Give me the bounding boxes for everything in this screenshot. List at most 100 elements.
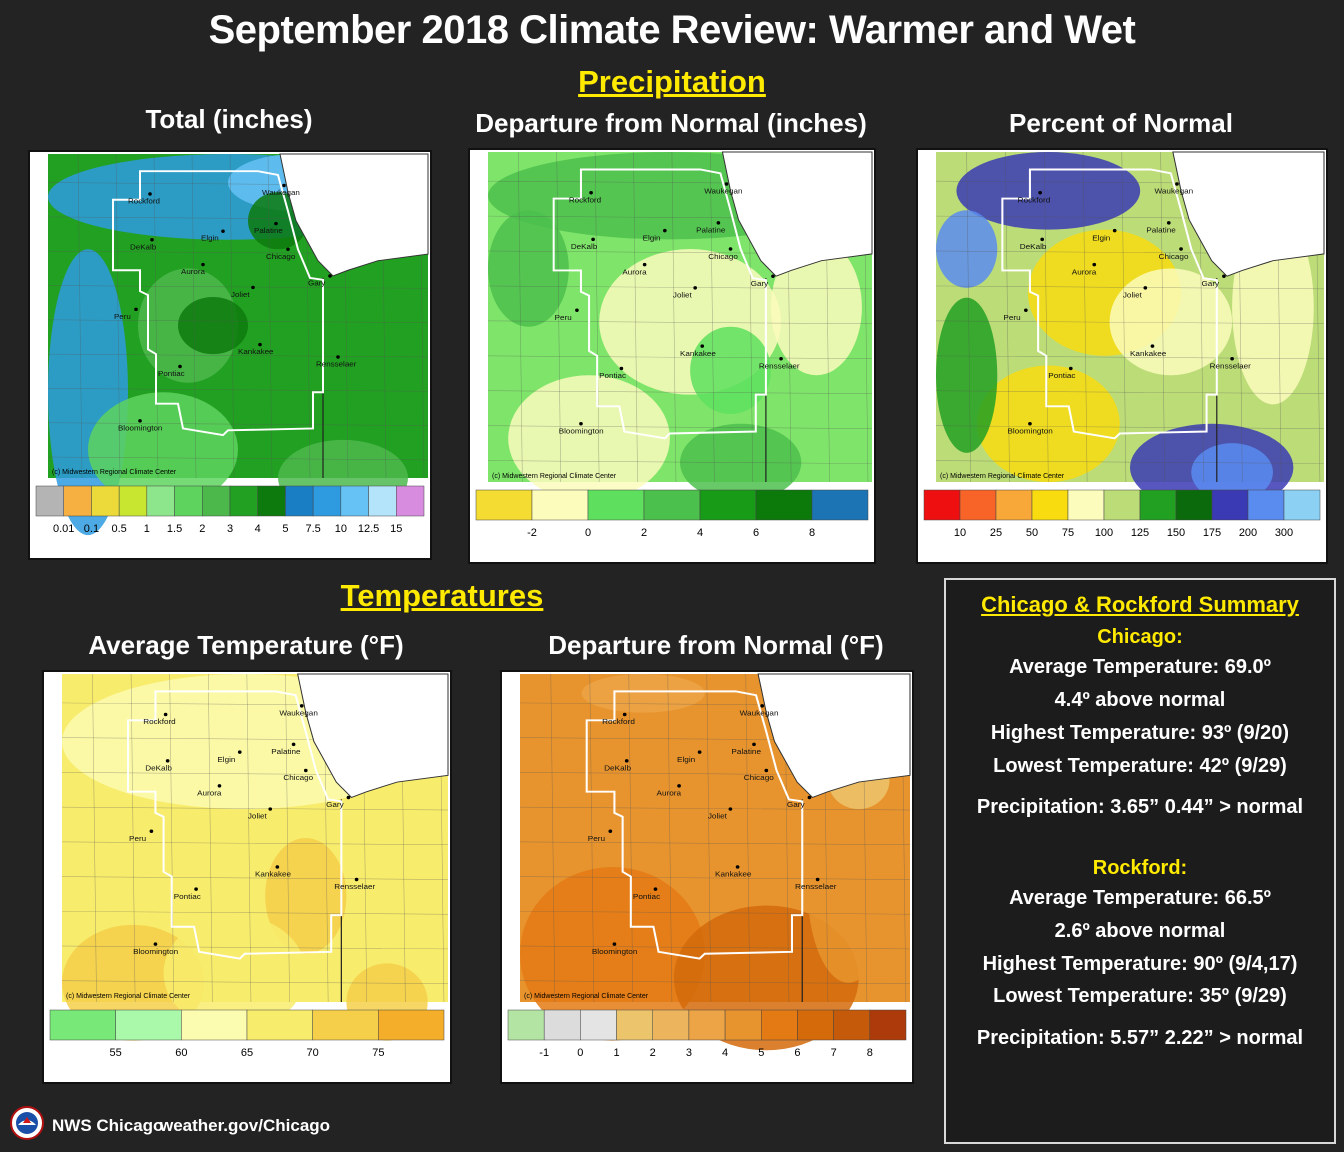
city-dot: [134, 307, 138, 312]
colorbar-tick-label: 100: [1095, 527, 1113, 539]
colorbar-tick-label: 300: [1275, 527, 1293, 539]
colorbar-tick-label: 1.5: [167, 523, 182, 535]
city-label: Kankakee: [238, 347, 274, 356]
summary-box: Chicago & Rockford Summary Chicago: Aver…: [944, 578, 1336, 1144]
city-dot: [1166, 221, 1171, 225]
avg-temp-label: Average Temperature (°F): [88, 630, 404, 660]
city-dot: [1143, 286, 1148, 290]
city-dot: [178, 364, 182, 369]
city-dot: [1222, 274, 1226, 278]
city-label: Rockford: [569, 196, 601, 205]
city-dot: [299, 704, 304, 708]
city-label: Waukegan: [1155, 187, 1194, 196]
city-dot: [1092, 262, 1097, 267]
city-dot: [1150, 344, 1155, 348]
city-label: Bloomington: [1007, 427, 1052, 436]
city-dot: [760, 704, 765, 708]
city-dot: [779, 356, 783, 361]
city-label: Joliet: [231, 290, 250, 299]
city-label: Bloomington: [592, 947, 638, 956]
city-label: Peru: [114, 312, 131, 321]
city-dot: [700, 344, 705, 348]
footer-url[interactable]: weather.gov/Chicago: [160, 1116, 331, 1135]
colorbar-tick-label: 3: [227, 523, 233, 535]
city-dot: [153, 942, 158, 946]
city-dot: [622, 712, 627, 717]
city-dot: [1230, 356, 1234, 361]
city-dot: [624, 759, 629, 763]
city-label: Rensselaer: [316, 360, 357, 369]
city-label: Palatine: [254, 226, 283, 235]
colorbar-swatch: [1103, 489, 1141, 521]
colorbar-swatch: [761, 1009, 798, 1041]
city-dot: [346, 795, 351, 800]
summary-header: Chicago & Rockford Summary: [981, 592, 1299, 617]
colorbar-tick-label: 4: [722, 1047, 728, 1059]
city-label: Kankakee: [680, 349, 716, 358]
city-label: Waukegan: [262, 188, 300, 197]
colorbar-swatch: [118, 485, 148, 517]
city-dot: [328, 274, 332, 278]
city-dot: [612, 942, 617, 946]
colorbar-swatch: [1067, 489, 1105, 521]
page-title: September 2018 Climate Review: Warmer an…: [208, 8, 1136, 52]
city-dot: [268, 807, 273, 811]
precip-departure-label: Departure from Normal (inches): [475, 108, 867, 138]
colorbar-tick-label: 8: [809, 527, 815, 539]
city-dot: [764, 768, 769, 773]
map-area: Waukegan Rockford Palatine Elgin DeKalb Chica…: [61, 673, 449, 1041]
temp-departure-map: Waukegan Rockford Palatine Elgin DeKalb Chica…: [500, 670, 914, 1084]
city-dot: [286, 247, 290, 252]
colorbar-swatch: [1211, 489, 1249, 521]
colorbar-swatch: [1283, 489, 1321, 521]
precipitation-heading: Precipitation: [578, 64, 766, 99]
colorbar-tick-label: 0.1: [84, 523, 99, 535]
avg-temp-map: Waukegan Rockford Palatine Elgin DeKalb Chica…: [42, 670, 452, 1084]
city-dot: [1028, 422, 1032, 426]
colorbar-swatch: [312, 485, 342, 517]
city-dot: [1112, 228, 1117, 233]
colorbar-tick-label: -2: [527, 527, 537, 539]
footer-office: NWS Chicago: [52, 1116, 164, 1135]
colorbar-tick-label: 150: [1167, 527, 1185, 539]
colorbar-tick-label: 175: [1203, 527, 1221, 539]
map-credit: (c) Midwestern Regional Climate Center: [52, 469, 177, 476]
colorbar-swatch: [580, 1009, 617, 1041]
city-dot: [619, 366, 624, 371]
colorbar-swatch: [616, 1009, 653, 1041]
city-label: DeKalb: [604, 764, 631, 773]
colorbar-tick-label: 5: [282, 523, 288, 535]
city-label: Elgin: [677, 755, 695, 764]
city-label: DeKalb: [1020, 242, 1047, 251]
colorbar-swatch: [312, 1009, 379, 1041]
city-label: Elgin: [217, 755, 235, 764]
colorbar-tick-label: 0: [577, 1047, 583, 1059]
city-dot: [291, 742, 296, 747]
city-dot: [1179, 247, 1183, 251]
city-dot: [697, 750, 702, 754]
city-label: DeKalb: [145, 764, 172, 773]
colorbar-swatch: [699, 489, 757, 521]
city-dot: [1024, 308, 1028, 312]
colorbar-swatch: [368, 485, 397, 517]
colorbar-tick-label: 2: [641, 527, 647, 539]
city-dot: [608, 829, 613, 833]
city-dot: [653, 887, 658, 891]
colorbar-tick-label: 125: [1131, 527, 1149, 539]
chicago-heading: Chicago:: [1097, 626, 1183, 648]
colorbar-swatch: [797, 1009, 834, 1041]
colorbar-tick-label: 50: [1026, 527, 1038, 539]
colorbar-swatch: [1139, 489, 1177, 521]
lake-michigan: [297, 673, 449, 799]
precip-departure-map: Waukegan Rockford Palatine Elgin DeKalb Chica…: [468, 148, 876, 564]
rockford-low: Lowest Temperature: 35º (9/29): [993, 985, 1287, 1007]
colorbar-swatch: [724, 1009, 762, 1041]
city-dot: [251, 285, 255, 290]
lake-michigan: [757, 673, 911, 799]
city-label: Bloomington: [559, 427, 604, 436]
city-dot: [194, 887, 198, 891]
city-label: Rockford: [602, 717, 635, 726]
city-dot: [815, 877, 820, 882]
colorbar-tick-label: 0: [585, 527, 591, 539]
city-label: Bloomington: [133, 947, 178, 956]
